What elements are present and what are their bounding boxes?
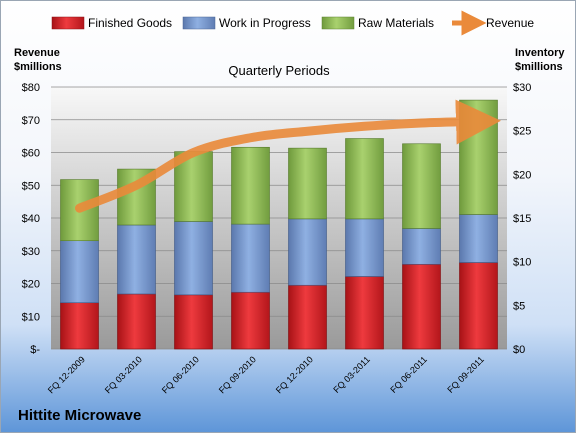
category-label: FQ 06-2011 [388, 354, 429, 395]
left-tick-label: $30 [22, 246, 40, 258]
bar-finished-goods [402, 263, 441, 350]
right-axis-title-line1: Inventory [515, 47, 565, 59]
right-tick-label: $15 [513, 213, 531, 225]
legend-label-finished-goods: Finished Goods [88, 16, 172, 30]
category-label: FQ 09-2010 [217, 354, 258, 395]
category-label: FQ 09-2011 [445, 354, 486, 395]
right-axis-title-line2: $millions [515, 61, 563, 73]
right-tick-label: $25 [513, 126, 531, 138]
revenue-series [75, 99, 501, 213]
legend: Finished Goods Work in Progress Raw Mate… [51, 10, 534, 36]
category-label: FQ 03-2010 [103, 354, 144, 395]
bar-finished-goods [231, 291, 270, 350]
legend-item-finished-goods: Finished Goods [51, 16, 172, 30]
left-tick-label: $80 [22, 82, 40, 94]
bar-raw-materials [288, 147, 327, 220]
right-tick-label: $5 [513, 300, 525, 312]
right-tick-label: $30 [513, 82, 531, 94]
legend-item-work-in-progress: Work in Progress [182, 16, 311, 30]
bar-finished-goods [459, 262, 498, 350]
bar-work-in-progress [60, 240, 99, 304]
right-tick-label: $0 [513, 344, 525, 356]
right-tick-label: $10 [513, 257, 531, 269]
left-axis: $- $10 $20 $30 $40 $50 $60 $70 $80 [22, 82, 41, 356]
bar-work-in-progress [402, 228, 441, 265]
left-axis-title-line2: $millions [14, 61, 62, 73]
category-label: FQ 12-2010 [274, 354, 315, 395]
bar-finished-goods [174, 294, 213, 350]
bar-finished-goods [345, 276, 384, 350]
category-label: FQ 03-2011 [331, 354, 372, 395]
left-tick-label: $10 [22, 311, 40, 323]
right-axis: $0 $5 $10 $15 $20 $25 $30 [513, 82, 531, 356]
bar-finished-goods [117, 293, 156, 350]
legend-label-raw-materials: Raw Materials [358, 16, 434, 30]
bar-work-in-progress [117, 224, 156, 295]
left-tick-label: $- [30, 344, 40, 356]
left-axis-title-line1: Revenue [14, 47, 60, 59]
bar-raw-materials [402, 143, 441, 229]
bar-finished-goods [60, 302, 99, 350]
left-tick-label: $60 [22, 148, 40, 160]
bar-finished-goods [288, 284, 327, 350]
left-tick-label: $50 [22, 180, 40, 192]
legend-label-revenue: Revenue [486, 16, 534, 30]
bar-work-in-progress [231, 223, 270, 293]
bar-work-in-progress [288, 218, 327, 286]
x-axis: FQ 12-2009 FQ 03-2010 FQ 06-2010 FQ 09-2010… [46, 354, 486, 395]
company-name: Hittite Microwave [18, 407, 141, 424]
legend-label-work-in-progress: Work in Progress [219, 16, 311, 30]
left-tick-label: $20 [22, 279, 40, 291]
bar-work-in-progress [345, 218, 384, 277]
bar-work-in-progress [174, 221, 213, 296]
bar-raw-materials [345, 138, 384, 220]
chart-title: Quarterly Periods [228, 63, 330, 78]
bar-raw-materials [231, 146, 270, 225]
legend-item-raw-materials: Raw Materials [321, 16, 434, 30]
category-label: FQ 12-2009 [46, 354, 87, 395]
revenue-line [75, 99, 501, 213]
bar-work-in-progress [459, 214, 498, 263]
left-tick-label: $40 [22, 213, 40, 225]
right-tick-label: $20 [513, 169, 531, 181]
left-tick-label: $70 [22, 115, 40, 127]
category-label: FQ 06-2010 [160, 354, 201, 395]
legend-item-revenue: Revenue [452, 10, 534, 36]
